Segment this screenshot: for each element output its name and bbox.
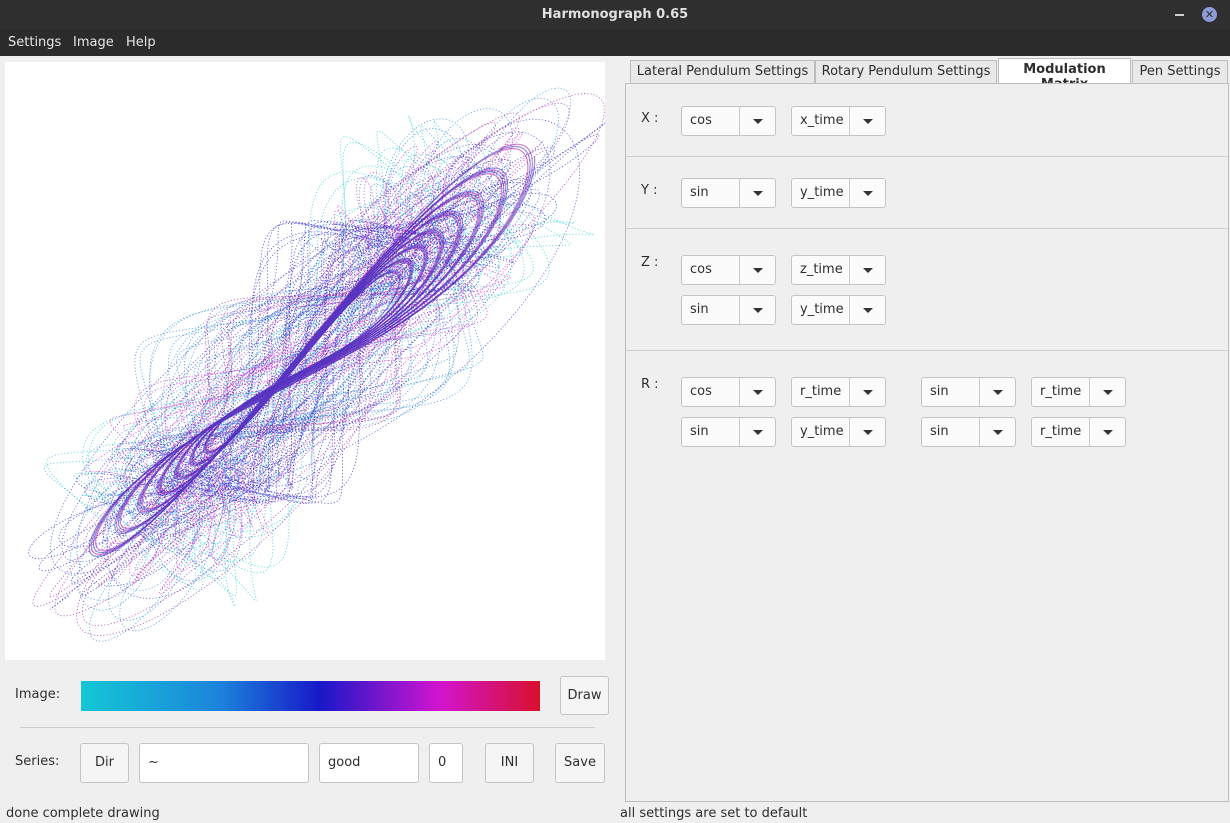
status-right: all settings are set to default	[620, 806, 808, 821]
combo-value: x_time	[800, 113, 844, 128]
combo-value: cos	[690, 262, 712, 277]
x-row-label: X :	[641, 111, 659, 126]
tab-rotary-pendulum[interactable]: Rotary Pendulum Settings	[815, 60, 997, 83]
chevron-down-icon[interactable]	[849, 179, 885, 207]
combo-value: r_time	[1040, 424, 1082, 439]
chevron-down-icon[interactable]	[739, 179, 775, 207]
series-label: Series:	[15, 754, 60, 769]
tab-lateral-pendulum[interactable]: Lateral Pendulum Settings	[630, 60, 815, 83]
combo-value: y_time	[800, 424, 844, 439]
save-button[interactable]: Save	[555, 743, 605, 783]
status-left: done complete drawing	[6, 806, 160, 821]
r-row-label: R :	[641, 377, 659, 392]
r-function-combo-2[interactable]: sin	[921, 377, 1016, 407]
r-time-combo-1[interactable]: r_time	[791, 377, 886, 407]
chevron-down-icon[interactable]	[739, 256, 775, 284]
chevron-down-icon[interactable]	[739, 107, 775, 135]
combo-value: cos	[690, 113, 712, 128]
z-time-combo-1[interactable]: z_time	[791, 255, 886, 285]
menu-help[interactable]: Help	[126, 35, 156, 50]
chevron-down-icon[interactable]	[739, 378, 775, 406]
chevron-down-icon[interactable]	[1089, 418, 1125, 446]
path-field[interactable]: ~	[139, 743, 309, 783]
r-function-combo-3[interactable]: sin	[681, 417, 776, 447]
harmonograph-trace	[32, 93, 605, 636]
menu-image[interactable]: Image	[73, 35, 114, 50]
chevron-down-icon[interactable]	[849, 107, 885, 135]
series-index-field[interactable]: 0	[429, 743, 463, 783]
y-row-label: Y :	[641, 183, 658, 198]
settings-tabs: Lateral Pendulum Settings Rotary Pendulu…	[625, 58, 1230, 92]
harmonograph-drawing	[28, 87, 605, 642]
combo-value: r_time	[800, 384, 842, 399]
harmonograph-trace	[88, 156, 536, 558]
y-function-combo[interactable]: sin	[681, 178, 776, 208]
combo-value: sin	[930, 424, 949, 439]
combo-value: sin	[930, 384, 949, 399]
ini-button[interactable]: INI	[485, 743, 534, 783]
title-bar: Harmonograph 0.65 ✕	[0, 0, 1230, 29]
tab-pen-settings[interactable]: Pen Settings	[1132, 60, 1228, 83]
separator	[20, 727, 595, 728]
close-icon[interactable]: ✕	[1202, 7, 1217, 22]
combo-value: r_time	[1040, 384, 1082, 399]
harmonograph-trace	[50, 118, 581, 599]
separator	[626, 156, 1228, 157]
r-function-combo-4[interactable]: sin	[921, 417, 1016, 447]
chevron-down-icon[interactable]	[739, 296, 775, 324]
z-row-label: Z :	[641, 255, 659, 270]
z-function-combo-1[interactable]: cos	[681, 255, 776, 285]
combo-value: sin	[690, 302, 709, 317]
x-time-combo[interactable]: x_time	[791, 106, 886, 136]
combo-value: sin	[690, 185, 709, 200]
r-time-combo-3[interactable]: y_time	[791, 417, 886, 447]
chevron-down-icon[interactable]	[849, 418, 885, 446]
tab-modulation-matrix[interactable]: Modulation Matrix	[998, 58, 1131, 92]
dir-button[interactable]: Dir	[80, 743, 129, 783]
z-function-combo-2[interactable]: sin	[681, 295, 776, 325]
harmonograph-trace	[28, 122, 605, 610]
combo-value: cos	[690, 384, 712, 399]
chevron-down-icon[interactable]	[1089, 378, 1125, 406]
color-gradient-bar[interactable]	[81, 681, 540, 711]
drawing-canvas[interactable]	[5, 62, 605, 660]
menu-settings[interactable]: Settings	[8, 35, 62, 50]
window-title: Harmonograph 0.65	[541, 7, 689, 22]
chevron-down-icon[interactable]	[979, 378, 1015, 406]
combo-value: y_time	[800, 302, 844, 317]
chevron-down-icon[interactable]	[849, 296, 885, 324]
combo-value: y_time	[800, 185, 844, 200]
r-time-combo-4[interactable]: r_time	[1031, 417, 1126, 447]
combo-value: sin	[690, 424, 709, 439]
harmonograph-trace	[83, 127, 535, 595]
chevron-down-icon[interactable]	[849, 256, 885, 284]
image-label: Image:	[15, 687, 61, 702]
y-time-combo[interactable]: y_time	[791, 178, 886, 208]
minimize-icon[interactable]	[1172, 6, 1188, 22]
separator	[626, 228, 1228, 229]
series-name-field[interactable]: good	[319, 743, 419, 783]
menu-bar: Settings Image Help	[0, 29, 1230, 56]
x-function-combo[interactable]: cos	[681, 106, 776, 136]
chevron-down-icon[interactable]	[979, 418, 1015, 446]
z-time-combo-2[interactable]: y_time	[791, 295, 886, 325]
r-function-combo-1[interactable]: cos	[681, 377, 776, 407]
r-time-combo-2[interactable]: r_time	[1031, 377, 1126, 407]
chevron-down-icon[interactable]	[849, 378, 885, 406]
draw-button[interactable]: Draw	[560, 676, 609, 715]
chevron-down-icon[interactable]	[739, 418, 775, 446]
combo-value: z_time	[800, 262, 843, 277]
separator	[626, 350, 1228, 351]
modulation-matrix-panel: X : cos x_time Y : sin y_time Z : cos z_…	[625, 83, 1229, 802]
